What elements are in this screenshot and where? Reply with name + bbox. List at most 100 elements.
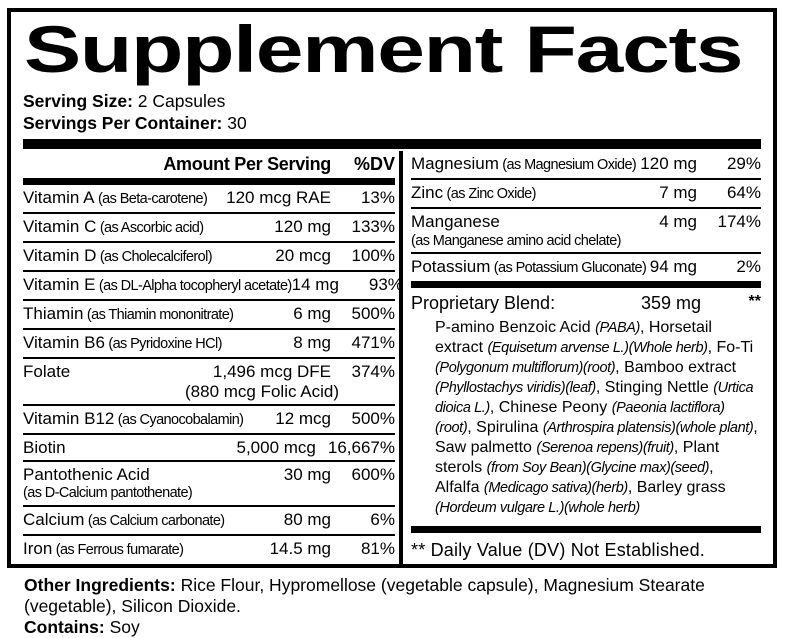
ingredient-text: , Bamboo extract: [615, 359, 737, 376]
nutrient-dv: 600%: [351, 464, 395, 484]
nutrient-row: Pantothenic Acid 30 mg 600% (as D-Calcium p…: [23, 462, 395, 507]
contains-label: Contains:: [24, 617, 105, 637]
nutrient-form: (as DL-Alpha tocopheryl acetate): [95, 278, 292, 294]
nutrient-row-line: Vitamin E (as DL-Alpha tocopheryl acetat…: [23, 275, 403, 297]
nutrient-form: (as Calcium carbonate): [84, 512, 225, 529]
servings-per-container-line: Servings Per Container: 30: [23, 112, 761, 134]
nutrient-amount: 20 mcg: [275, 246, 331, 265]
nutrient-row: Vitamin A (as Beta-carotene) 120 mcg RAE 1…: [23, 185, 395, 214]
nutrient-row: Vitamin B6 (as Pyridoxine HCl) 8 mg 471%: [23, 330, 395, 359]
nutrient-amount: 4 mg: [659, 212, 697, 231]
label-footer: Other Ingredients: Rice Flour, Hypromell…: [24, 575, 768, 638]
nutrient-dv: 2%: [736, 257, 761, 276]
ingredient-text: , Alfalfa: [435, 459, 714, 496]
proprietary-divider-top: [411, 281, 761, 288]
nutrient-amount: 120 mg: [640, 154, 697, 173]
nutrient-name: Magnesium (as Magnesium Oxide): [411, 154, 637, 173]
nutrient-row: Vitamin C (as Ascorbic acid) 120 mg 133%: [23, 214, 395, 243]
nutrient-name: Vitamin D (as Cholecalciferol): [23, 246, 213, 265]
nutrient-row: Biotin 5,000 mcg 16,667%: [23, 435, 395, 462]
servings-per-container-value: 30: [227, 113, 247, 133]
ingredient-text: , Saw palmetto: [435, 419, 758, 456]
nutrient-amount: 6 mg: [293, 304, 331, 323]
botanical-name: (Phyllostachys viridis)(leaf): [435, 380, 596, 396]
nutrient-dv: 64%: [726, 183, 761, 202]
botanical-name: (Polygonum multiflorum)(root): [435, 360, 616, 376]
nutrient-row-line: Zinc (as Zinc Oxide) 7 mg 64%: [411, 183, 761, 205]
nutrient-dv: 16,667%: [327, 437, 395, 457]
amount-per-serving-header: Amount Per Serving: [163, 154, 331, 174]
nutrient-dv: 93%: [368, 275, 403, 294]
nutrient-amount: 30 mg: [283, 464, 331, 484]
botanical-name: (PABA): [595, 320, 640, 336]
nutrient-row-line: Pantothenic Acid 30 mg 600%: [23, 465, 395, 485]
page-title: Supplement Facts: [24, 12, 743, 86]
nutrient-form: (as Thiamin mononitrate): [83, 307, 234, 323]
nutrient-amount: 5,000 mcg: [236, 437, 316, 457]
dv-footnote: ** Daily Value (DV) Not Established.: [411, 540, 705, 560]
nutrient-row: Folate 1,496 mcg DFE 374% (880 mcg Folic Ac…: [23, 359, 395, 406]
nutrient-amount: 120 mg: [274, 217, 331, 236]
nutrient-dv: 174%: [717, 212, 761, 231]
proprietary-blend-dv: **: [748, 293, 761, 310]
nutrient-row-line: Vitamin D (as Cholecalciferol) 20 mcg 100%: [23, 246, 395, 268]
right-column: Magnesium (as Magnesium Oxide) 120 mg 29% Z…: [403, 151, 761, 564]
nutrient-dv: 100%: [351, 246, 395, 265]
nutrient-row: Iron (as Ferrous fumarate) 14.5 mg 81%: [23, 536, 395, 563]
nutrient-name: Manganese: [411, 212, 500, 231]
botanical-name: (from Soy Bean)(Glycine max)(seed): [486, 460, 710, 476]
nutrient-name: Pantothenic Acid: [23, 464, 150, 484]
nutrient-form: (as Magnesium Oxide): [498, 157, 637, 173]
header-divider: [23, 178, 395, 185]
nutrient-amount: 80 mg: [283, 509, 331, 529]
nutrient-form: (as Potassium Gluconate): [490, 260, 647, 276]
column-header-row: Amount Per Serving %DV: [23, 151, 395, 178]
botanical-name: (Medicago sativa)(herb): [483, 480, 628, 496]
nutrient-form: (as Beta-carotene): [94, 191, 208, 207]
botanical-name: (Hordeum vulgare L.)(whole herb): [435, 500, 640, 516]
other-ingredients-value: Rice Flour, Hypromellose (vegetable caps…: [24, 575, 705, 616]
nutrient-row-line: Vitamin C (as Ascorbic acid) 120 mg 133%: [23, 217, 395, 239]
ingredient-text: , Horsetail extract: [435, 319, 712, 356]
nutrient-dv: 374%: [351, 362, 395, 381]
nutrient-dv: 500%: [351, 304, 395, 323]
ingredient-text: , Chinese Peony: [489, 399, 612, 416]
nutrient-name: Potassium (as Potassium Gluconate): [411, 257, 647, 276]
nutrient-name: Vitamin E (as DL-Alpha tocopheryl acetat…: [23, 275, 292, 294]
nutrient-amount: 7 mg: [659, 183, 697, 202]
nutrient-form: (as Ferrous fumarate): [52, 541, 184, 558]
botanical-name: (Arthrospira platensis)(whole plant): [542, 420, 754, 436]
nutrient-form: (as Cyanocobalamin): [114, 411, 244, 428]
nutrient-dv: 81%: [360, 538, 395, 558]
nutrient-amount: 94 mg: [649, 257, 697, 276]
nutrient-dv: 471%: [351, 333, 395, 352]
nutrient-form: (as Ascorbic acid): [96, 220, 204, 236]
proprietary-blend-amount: 359 mg: [640, 293, 701, 313]
left-nutrient-rows: Vitamin A (as Beta-carotene) 120 mcg RAE 1…: [23, 185, 403, 563]
ingredient-text: , Barley grass: [627, 479, 726, 496]
contains-line: Contains: Soy: [24, 617, 768, 638]
nutrient-name: Zinc (as Zinc Oxide): [411, 183, 537, 202]
ingredient-text: , Spirulina: [467, 419, 543, 436]
nutrient-form: (as Zinc Oxide): [443, 186, 537, 202]
percent-dv-header: %DV: [353, 154, 395, 174]
nutrient-form: (as Cholecalciferol): [96, 249, 213, 265]
nutrient-row: Vitamin E (as DL-Alpha tocopheryl acetat…: [23, 272, 403, 301]
nutrient-row-line: Vitamin A (as Beta-carotene) 120 mcg RAE 1…: [23, 188, 395, 210]
nutrient-amount: 14 mg: [291, 275, 339, 294]
nutrient-row: Zinc (as Zinc Oxide) 7 mg 64%: [411, 180, 761, 209]
serving-size-label: Serving Size:: [23, 91, 133, 111]
nutrient-amount-secondary: (880 mcg Folic Acid): [185, 381, 339, 401]
nutrient-dv: 500%: [351, 408, 395, 428]
nutrient-row-line: Vitamin B6 (as Pyridoxine HCl) 8 mg 471%: [23, 333, 395, 355]
nutrient-name: Iron (as Ferrous fumarate): [23, 538, 184, 558]
nutrient-row-line: Calcium (as Calcium carbonate) 80 mg 6%: [23, 510, 395, 532]
ingredient-text: , Stinging Nettle: [595, 379, 714, 396]
nutrient-dv: 29%: [726, 154, 761, 173]
right-nutrient-rows: Magnesium (as Magnesium Oxide) 120 mg 29% Z…: [411, 151, 761, 281]
proprietary-blend-label: Proprietary Blend:: [411, 293, 556, 313]
nutrient-row-line: Folate 1,496 mcg DFE 374%: [23, 362, 395, 382]
left-column: Amount Per Serving %DV Vitamin A (as Bet…: [23, 151, 403, 564]
nutrient-name: Calcium (as Calcium carbonate): [23, 509, 225, 529]
nutrient-row: Manganese 4 mg 174% (as Manganese amino aci…: [411, 209, 761, 254]
